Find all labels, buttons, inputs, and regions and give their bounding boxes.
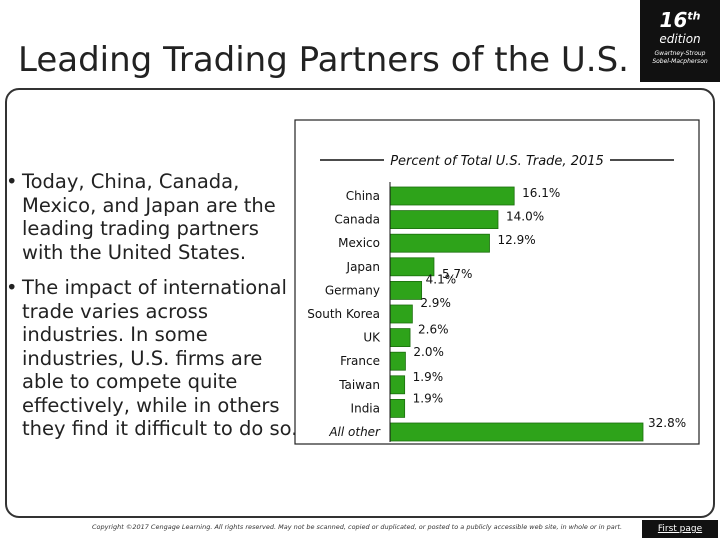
bullet-item: • The impact of international trade varie… [6,276,302,441]
page-title: Leading Trading Partners of the U.S. [18,40,629,80]
first-page-button[interactable]: First page [642,520,718,538]
bullet-list: • Today, China, Canada, Mexico, and Japan… [6,170,302,453]
edition-number: 16th [640,8,720,32]
bullet-text: The impact of international trade varies… [22,276,298,440]
copyright-footer: Copyright ©2017 Cengage Learning. All ri… [92,523,623,531]
authors-line-1: Gwartney-Stroup [654,50,706,57]
authors: Gwartney-Stroup Sobel-Macpherson [640,50,720,66]
authors-line-2: Sobel-Macpherson [652,58,708,65]
edition-number-value: 16 [659,8,688,32]
bullet-dot: • [6,170,18,193]
edition-word: edition [659,32,701,46]
edition-badge: 16th edition Gwartney-Stroup Sobel-Macph… [640,0,720,82]
edition-suffix: th [687,9,701,23]
bullet-text: Today, China, Canada, Mexico, and Japan … [22,170,276,264]
bullet-item: • Today, China, Canada, Mexico, and Japan… [6,170,302,264]
first-page-label: First page [657,524,703,534]
bullet-dot: • [6,276,18,299]
